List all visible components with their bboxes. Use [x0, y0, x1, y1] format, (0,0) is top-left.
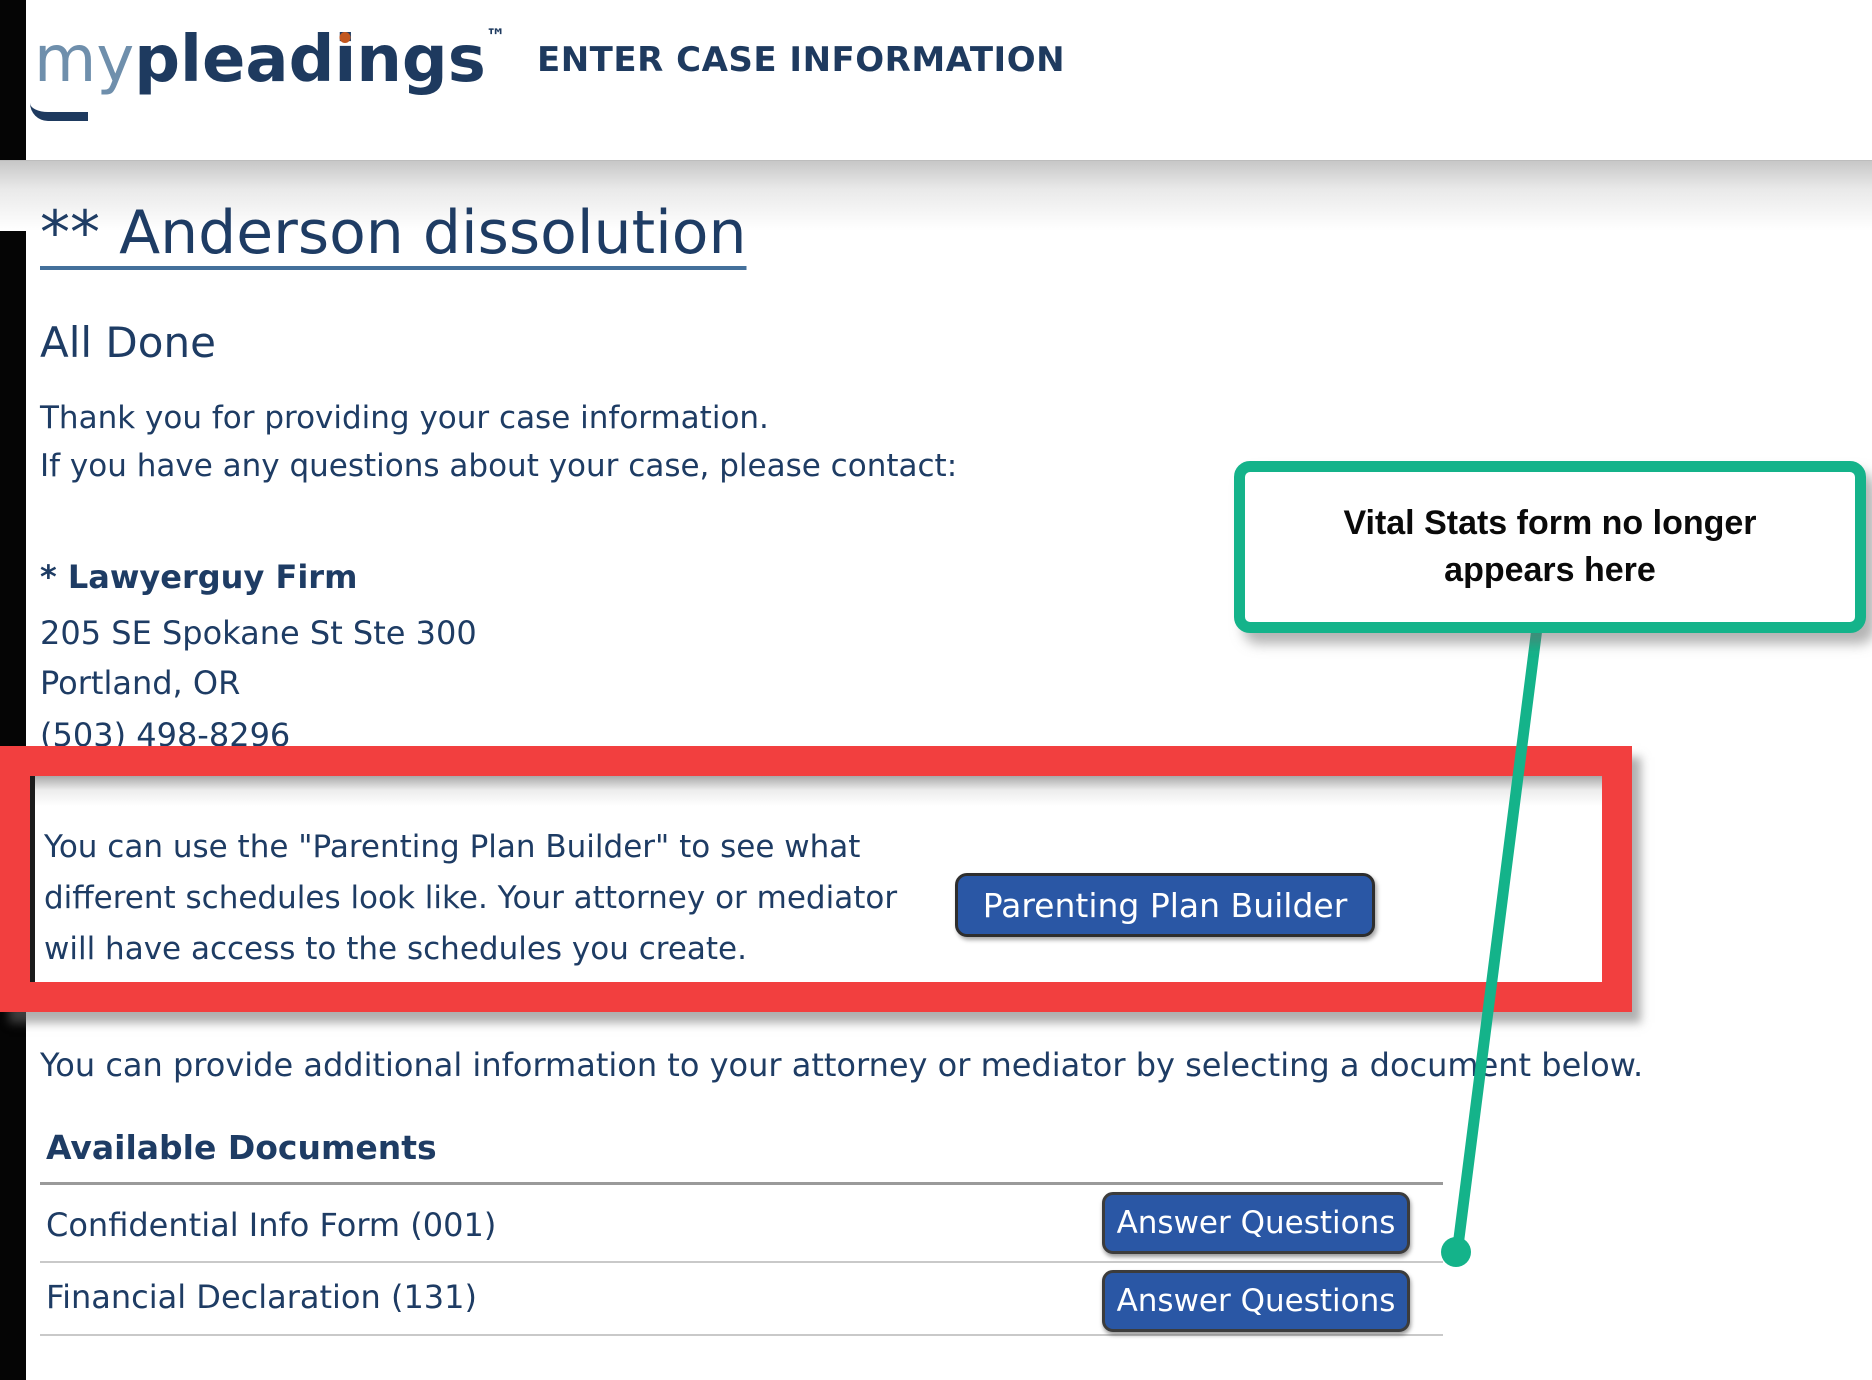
- contact-firm-name: * Lawyerguy Firm: [40, 558, 358, 596]
- trademark-symbol: ™: [485, 24, 506, 48]
- document-row-name: Financial Declaration (131): [46, 1278, 477, 1316]
- thanks-line-1: Thank you for providing your case inform…: [40, 400, 769, 436]
- answer-questions-button-confidential-info[interactable]: Answer Questions: [1102, 1192, 1410, 1254]
- table-row-divider: [40, 1261, 1443, 1263]
- parenting-plan-builder-button[interactable]: Parenting Plan Builder: [955, 873, 1375, 937]
- header-divider-gradient: [0, 160, 1872, 231]
- callout-line-1: Vital Stats form no longer: [1343, 504, 1757, 542]
- contact-address-line2: Portland, OR: [40, 664, 241, 702]
- logo-text-my: my: [34, 23, 135, 97]
- app-logo: mypleadings™: [34, 16, 506, 106]
- answer-questions-button-financial-declaration[interactable]: Answer Questions: [1102, 1270, 1410, 1332]
- table-header-divider: [40, 1182, 1443, 1185]
- logo-letter-i: i: [334, 23, 357, 97]
- vital-stats-callout: Vital Stats form no longer appears here: [1234, 461, 1866, 633]
- parenting-panel-line1: You can use the "Parenting Plan Builder"…: [44, 829, 861, 865]
- page-header-title: ENTER CASE INFORMATION: [537, 40, 1066, 80]
- logo-text-plead: plead: [134, 23, 335, 97]
- document-row-name: Confidential Info Form (001): [46, 1206, 497, 1244]
- available-documents-heading: Available Documents: [46, 1128, 437, 1167]
- logo-swoosh: [30, 96, 88, 121]
- thanks-line-2: If you have any questions about your cas…: [40, 448, 958, 484]
- parenting-panel-line2: different schedules look like. Your atto…: [44, 880, 898, 916]
- contact-address-line1: 205 SE Spokane St Ste 300: [40, 614, 477, 652]
- logo-text-ngs: ngs: [356, 23, 486, 97]
- answer-questions-button-label: Answer Questions: [1116, 1283, 1396, 1319]
- callout-line-2: appears here: [1444, 551, 1656, 589]
- parenting-plan-builder-button-label: Parenting Plan Builder: [982, 885, 1348, 925]
- answer-questions-button-label: Answer Questions: [1116, 1205, 1396, 1241]
- thanks-paragraph: Thank you for providing your case inform…: [40, 394, 957, 490]
- parenting-panel-line3: will have access to the schedules you cr…: [44, 931, 747, 967]
- parenting-panel-text: You can use the "Parenting Plan Builder"…: [44, 822, 897, 975]
- documents-intro-text: You can provide additional information t…: [40, 1046, 1644, 1084]
- case-title-link[interactable]: ** Anderson dissolution: [40, 198, 747, 268]
- status-heading: All Done: [40, 318, 216, 367]
- red-highlight-annotation: [0, 746, 1632, 1012]
- table-row-divider: [40, 1334, 1443, 1336]
